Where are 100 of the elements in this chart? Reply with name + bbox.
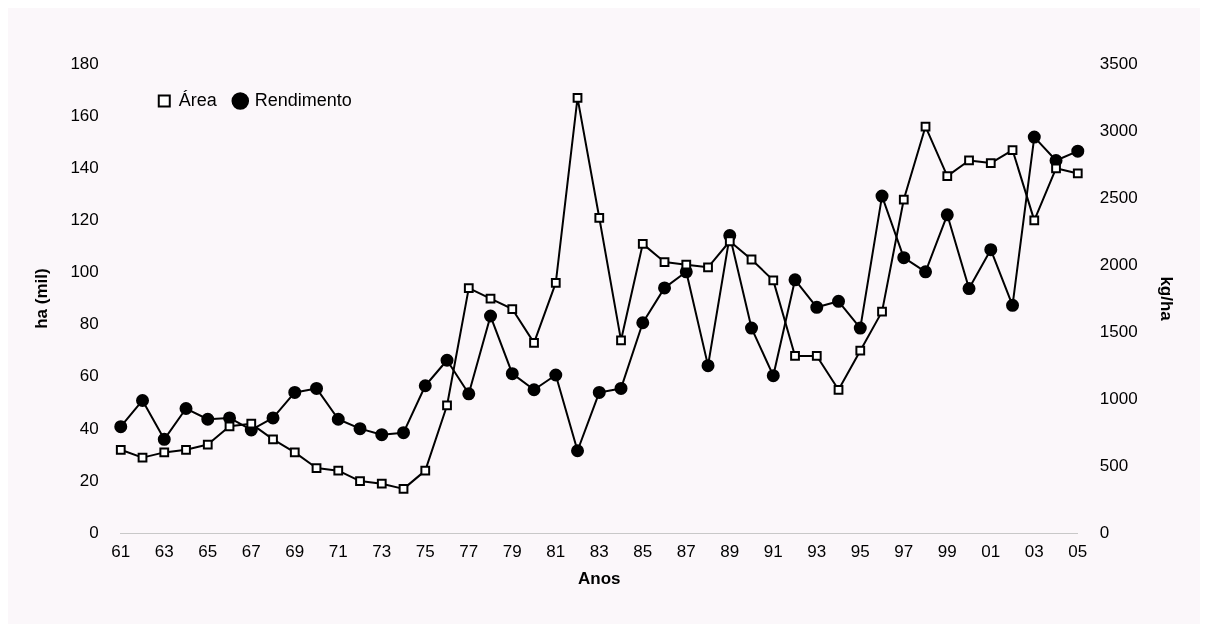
point: [375, 428, 389, 442]
point: [507, 304, 518, 314]
point: [853, 321, 867, 335]
y2-axis-title: kg/ha: [1157, 276, 1177, 322]
point: [333, 465, 344, 476]
x-tick-label: 79: [502, 542, 522, 562]
point: [877, 306, 887, 317]
point: [898, 194, 909, 205]
point: [833, 384, 844, 395]
y2-tick-label: 3500: [1099, 53, 1138, 73]
point: [592, 385, 606, 399]
x-tick-label: 01: [981, 542, 1001, 562]
x-tick-label: 85: [633, 542, 653, 562]
point: [266, 411, 280, 425]
point: [527, 383, 541, 397]
point: [442, 400, 452, 411]
point: [114, 420, 128, 434]
x-tick-label: 83: [589, 542, 609, 562]
point: [962, 282, 976, 296]
point: [331, 412, 345, 426]
legend-label: Rendimento: [254, 89, 352, 110]
point: [268, 434, 278, 445]
y-tick-label: 0: [89, 522, 99, 542]
x-tick-label: 05: [1068, 542, 1088, 562]
point: [376, 478, 387, 489]
x-tick-label: 75: [415, 542, 435, 562]
point: [1006, 298, 1020, 312]
point: [289, 447, 300, 458]
point: [919, 265, 933, 279]
point: [463, 283, 474, 294]
point: [311, 463, 322, 473]
point: [353, 422, 367, 436]
y2-tick-label: 2000: [1099, 254, 1138, 274]
point: [984, 243, 998, 257]
point: [529, 338, 539, 348]
point: [136, 393, 150, 407]
point: [897, 251, 911, 265]
x-axis-title: Anos: [578, 569, 621, 589]
y2-tick-label: 1500: [1099, 321, 1138, 341]
point: [398, 484, 409, 494]
point: [855, 345, 866, 356]
x-tick-label: 03: [1024, 542, 1044, 562]
y-tick-label: 40: [79, 418, 99, 438]
point: [440, 353, 454, 367]
point: [766, 369, 780, 383]
point: [310, 381, 324, 395]
point: [832, 294, 846, 308]
legend-label: Área: [178, 89, 218, 110]
x-tick-label: 71: [328, 542, 348, 562]
x-tick-label: 61: [111, 542, 131, 562]
x-tick-label: 87: [676, 542, 696, 562]
x-tick-label: 99: [937, 542, 957, 562]
y-axis-title: ha (mil): [31, 268, 51, 329]
point: [549, 368, 563, 382]
point: [571, 444, 585, 458]
point: [1007, 145, 1018, 155]
y-tick-label: 60: [79, 366, 99, 386]
point: [659, 257, 670, 267]
point: [418, 379, 432, 393]
point: [202, 439, 213, 450]
point: [875, 189, 889, 203]
point: [201, 412, 215, 426]
point: [1027, 130, 1041, 144]
point: [397, 426, 411, 440]
point: [157, 432, 171, 446]
point: [681, 259, 692, 270]
point: [420, 465, 431, 476]
point: [768, 275, 779, 286]
point: [810, 300, 824, 314]
point: [811, 351, 822, 361]
point: [790, 351, 800, 361]
y2-tick-label: 2500: [1099, 187, 1138, 207]
x-tick-label: 67: [241, 542, 261, 562]
point: [1071, 144, 1085, 158]
point: [572, 93, 583, 103]
point: [159, 447, 170, 458]
point: [1072, 168, 1083, 179]
point: [505, 367, 519, 381]
x-tick-label: 69: [285, 542, 305, 562]
x-tick-label: 91: [763, 542, 783, 562]
point: [942, 171, 953, 181]
y2-tick-label: 1000: [1099, 388, 1138, 408]
x-tick-label: 65: [198, 542, 218, 562]
point: [614, 381, 628, 395]
point: [179, 402, 193, 416]
point: [550, 278, 561, 288]
y2-tick-label: 0: [1099, 522, 1110, 542]
point: [1051, 163, 1061, 174]
point: [181, 444, 191, 455]
y-tick-label: 160: [70, 105, 99, 125]
point: [484, 309, 498, 323]
point: [594, 212, 605, 223]
point: [636, 316, 650, 330]
point: [462, 387, 476, 401]
point: [701, 359, 715, 373]
x-tick-label: 97: [894, 542, 914, 562]
point: [985, 158, 996, 168]
point: [224, 421, 235, 432]
point: [115, 444, 126, 455]
y-tick-label: 120: [70, 210, 99, 230]
